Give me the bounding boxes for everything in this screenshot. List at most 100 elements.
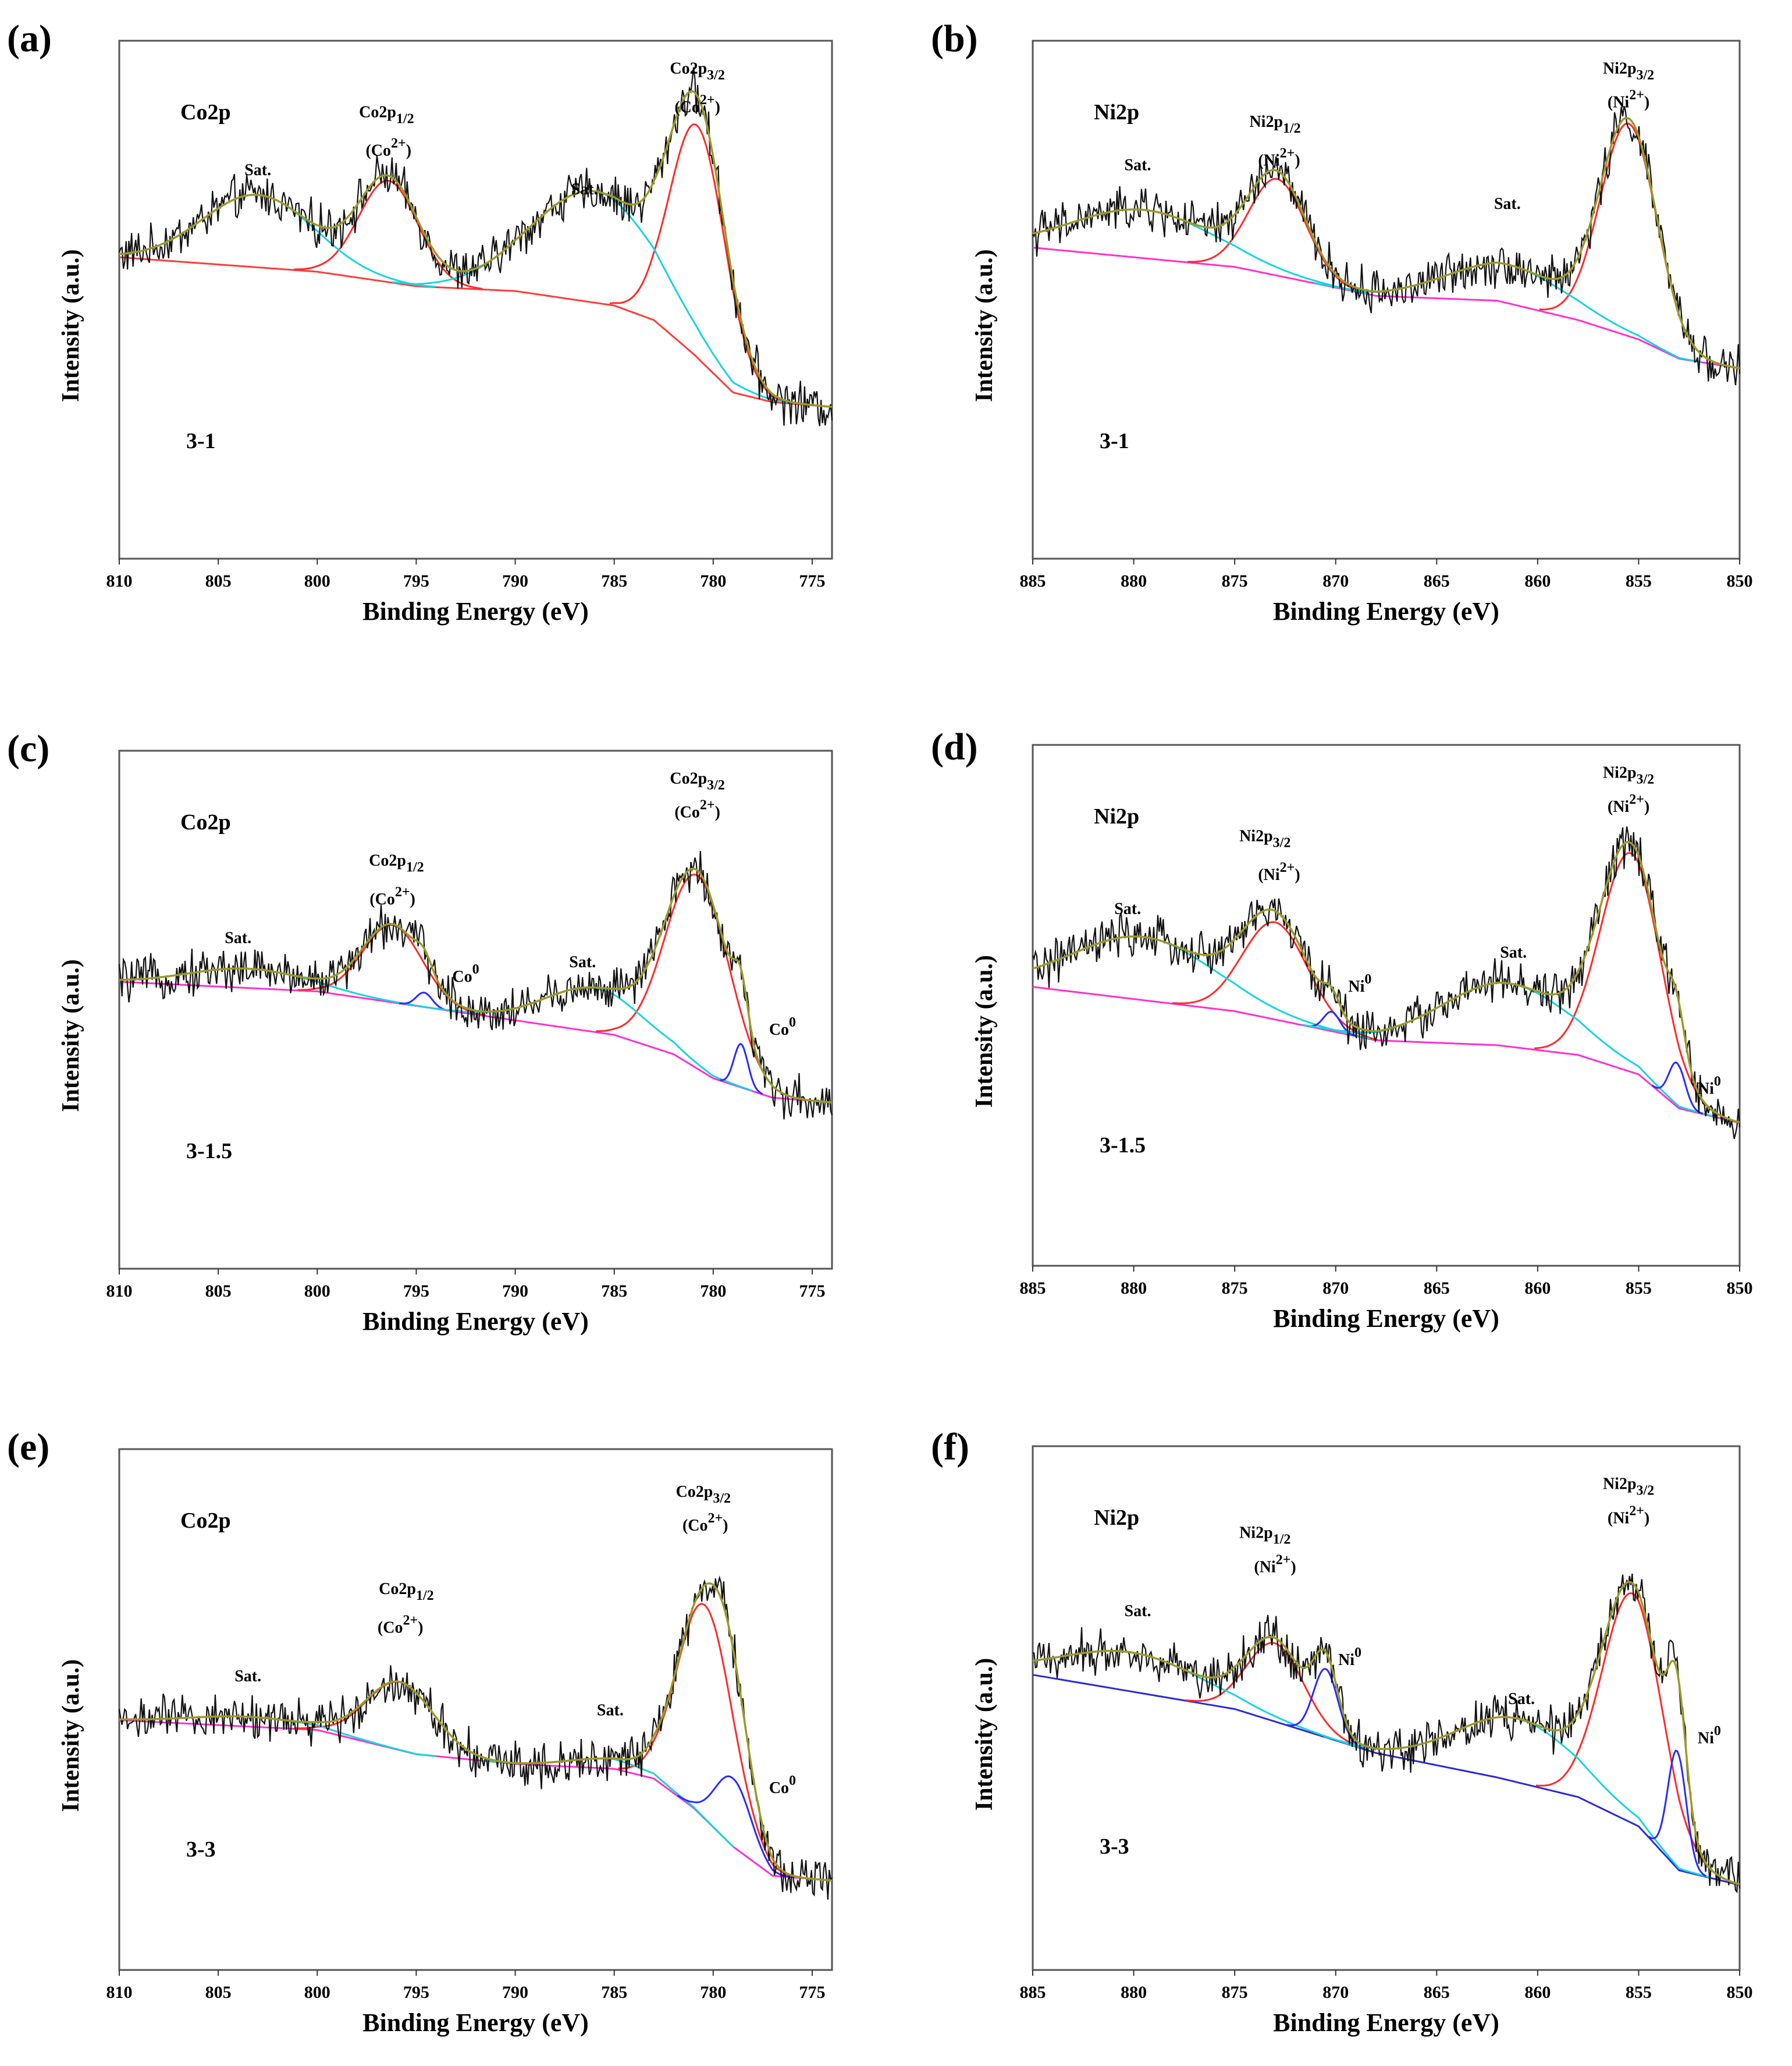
envelope-fit xyxy=(119,867,833,1104)
envelope-fit xyxy=(1032,116,1740,370)
peak-annotation: (Co2+) xyxy=(674,93,720,116)
x-tick-label: 855 xyxy=(1626,1279,1652,1298)
element-title: Ni2p xyxy=(1094,804,1139,829)
x-tick-label: 790 xyxy=(502,1983,528,2002)
main-peak-curve xyxy=(1534,852,1727,1119)
x-tick-label: 795 xyxy=(403,1282,429,1301)
peak-annotation: Ni2p3/2 xyxy=(1603,764,1654,787)
peak-annotation: Sat. xyxy=(1494,195,1521,213)
x-axis-label: Binding Energy (eV) xyxy=(362,2008,589,2037)
y-axis-label: Intensity (a.u.) xyxy=(971,955,998,1108)
x-tick-label: 875 xyxy=(1222,1279,1248,1298)
x-tick-label: 855 xyxy=(1626,1983,1652,2002)
x-tick-label: 795 xyxy=(403,571,429,591)
x-tick-label: 805 xyxy=(205,1282,232,1301)
panel-a: (a) 810 805 800 795 790 785 780 775 Binding Energ… xyxy=(7,17,833,626)
x-tick-label: 870 xyxy=(1322,1983,1349,2002)
plot-frame xyxy=(1032,744,1741,1267)
x-tick-label: 805 xyxy=(205,1983,232,2002)
metal-peak-curve xyxy=(1651,1061,1703,1115)
x-tick-label: 880 xyxy=(1121,571,1147,591)
x-tick-label: 785 xyxy=(601,1282,627,1301)
x-tick-label: 870 xyxy=(1322,1279,1349,1298)
x-axis-label: Binding Energy (eV) xyxy=(1273,1304,1499,1333)
background-curve xyxy=(119,981,833,1103)
peak-annotation: Ni2p1/2 xyxy=(1239,1524,1290,1547)
peak-annotation: (Ni2+) xyxy=(1608,88,1649,112)
plot-frame xyxy=(118,40,833,560)
x-tick-label: 885 xyxy=(1020,1279,1046,1298)
peak-annotation: (Ni2+) xyxy=(1254,1552,1296,1576)
peak-annotation: Co2p3/2 xyxy=(670,60,724,83)
x-tick-label: 810 xyxy=(106,571,133,591)
peak-annotation: Sat. xyxy=(1114,900,1141,918)
panel-e: (e) 810 805 800 795 790 785 780 775 Binding Energ… xyxy=(7,1426,833,2037)
element-title: Ni2p xyxy=(1094,1506,1139,1530)
envelope-fit xyxy=(119,90,833,408)
sample-label: 3-1 xyxy=(186,429,216,453)
envelope-fit xyxy=(1032,841,1740,1124)
sample-label: 3-3 xyxy=(186,1837,216,1862)
x-tick-label: 780 xyxy=(700,1282,726,1301)
x-tick-label: 780 xyxy=(700,1983,726,2002)
peak-annotation: Ni2p1/2 xyxy=(1249,113,1300,136)
peak-annotation: Sat. xyxy=(569,953,596,971)
peak-annotation: (Co2+) xyxy=(365,136,411,160)
background-curve xyxy=(119,1719,833,1882)
x-tick-label: 810 xyxy=(106,1282,133,1301)
element-title: Ni2p xyxy=(1094,100,1139,125)
metal-peak-curve xyxy=(399,991,449,1011)
element-title: Co2p xyxy=(180,810,231,835)
peak-annotation: Sat. xyxy=(1508,1690,1535,1708)
peak-annotation: Ni2p3/2 xyxy=(1603,1475,1654,1499)
main-peak-curve xyxy=(609,123,785,403)
x-axis-label: Binding Energy (eV) xyxy=(362,597,589,626)
x-tick-label: 865 xyxy=(1424,571,1450,591)
x-tick-label: 880 xyxy=(1121,1983,1147,2002)
x-tick-label: 865 xyxy=(1424,1983,1450,2002)
peak-annotation: Sat. xyxy=(234,1667,261,1685)
panel-label: (d) xyxy=(931,726,978,768)
x-tick-label: 775 xyxy=(799,571,825,591)
peak-annotation: (Co2+) xyxy=(674,798,720,822)
peak-annotation: Ni2p3/2 xyxy=(1239,827,1290,850)
x-tick-label: 850 xyxy=(1727,571,1753,591)
peak-annotation: Sat. xyxy=(571,180,598,198)
peak-annotation: Co2p3/2 xyxy=(670,770,724,793)
x-tick-label: 855 xyxy=(1626,571,1652,591)
peak-annotation: Sat. xyxy=(244,161,271,179)
raw-spectrum xyxy=(1032,826,1741,1140)
envelope-fit xyxy=(119,1582,833,1882)
peak-annotation: (Co2+) xyxy=(682,1511,728,1535)
peak-annotation: Ni0 xyxy=(1338,1645,1361,1669)
raw-spectrum xyxy=(118,67,833,427)
peak-annotation: Sat. xyxy=(225,929,251,947)
panel-label: (f) xyxy=(931,1426,969,1468)
main-peak-curve xyxy=(1187,178,1367,294)
peak-annotation: Co0 xyxy=(452,962,479,986)
y-axis-label: Intensity (a.u.) xyxy=(971,249,998,402)
x-tick-label: 860 xyxy=(1524,1279,1551,1298)
peak-annotation: Sat. xyxy=(597,1702,624,1720)
raw-spectrum xyxy=(1032,105,1741,386)
x-axis-label: Binding Energy (eV) xyxy=(1273,597,1499,626)
peak-annotation: (Ni2+) xyxy=(1258,145,1300,169)
panel-f: (f) 885 880 875 870 865 860 855 850 Binding Energ… xyxy=(931,1426,1753,2037)
y-axis-label: Intensity (a.u.) xyxy=(971,1658,998,1811)
y-axis-label: Intensity (a.u.) xyxy=(58,959,84,1112)
x-tick-label: 810 xyxy=(106,1983,133,2002)
sample-label: 3-1 xyxy=(1100,429,1129,453)
metal-peak-curve xyxy=(677,1775,790,1878)
x-tick-label: 780 xyxy=(700,571,726,591)
y-axis-label: Intensity (a.u.) xyxy=(58,249,84,402)
peak-annotation: (Co2+) xyxy=(378,1613,424,1637)
peak-annotation: (Ni2+) xyxy=(1258,860,1300,884)
x-tick-label: 775 xyxy=(799,1282,825,1301)
sample-label: 3-1.5 xyxy=(1100,1133,1146,1158)
peak-annotation: Ni2p3/2 xyxy=(1603,60,1654,83)
raw-spectrum xyxy=(118,1575,833,1900)
x-tick-label: 875 xyxy=(1222,1983,1248,2002)
raw-spectrum xyxy=(118,851,833,1120)
